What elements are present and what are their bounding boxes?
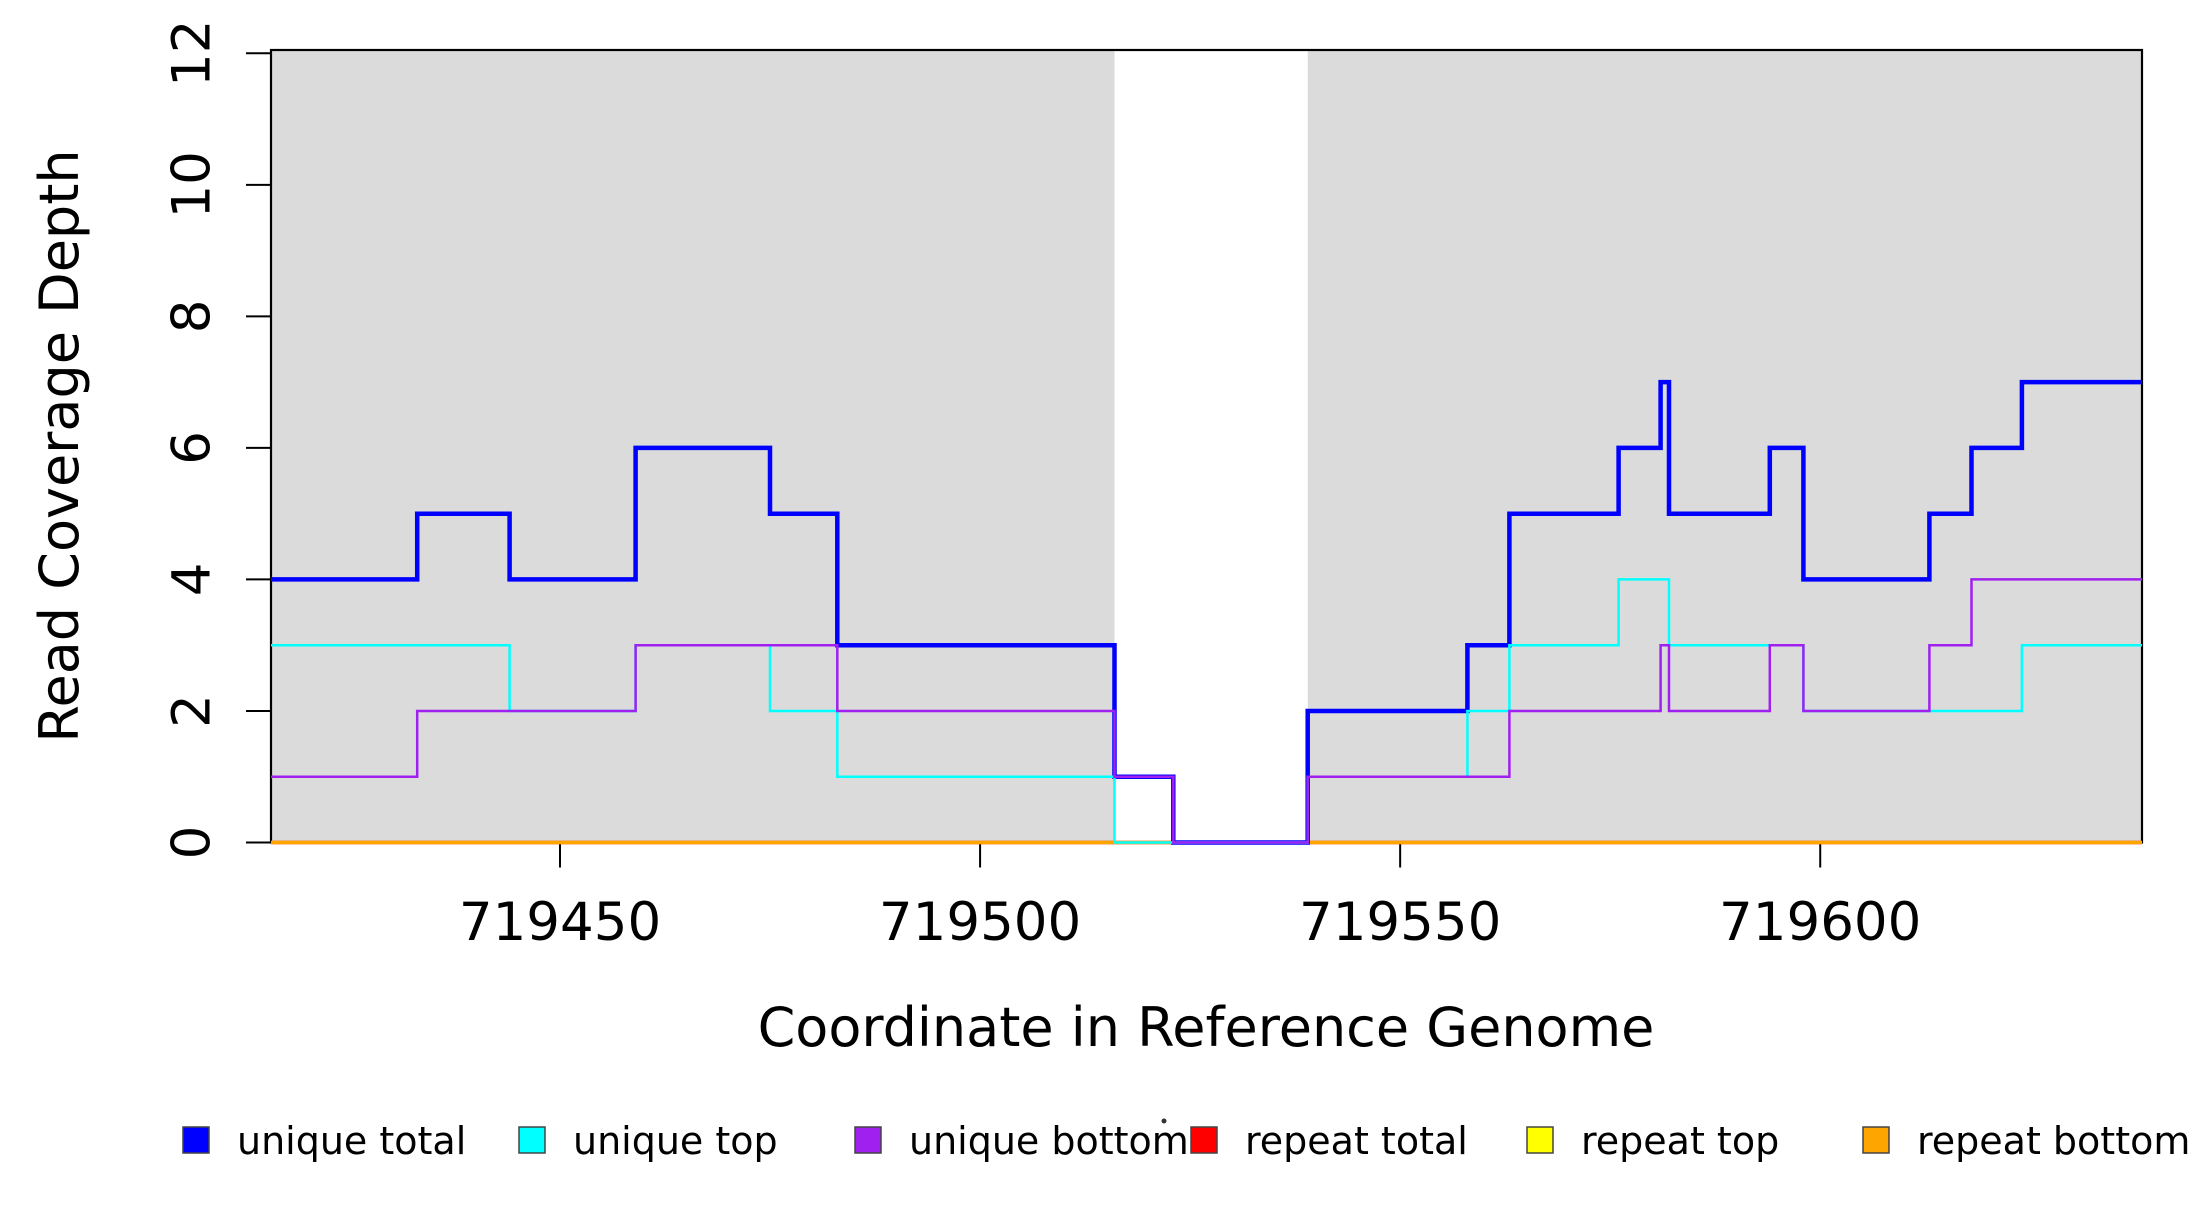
legend-item-repeat-total: repeat total (1190, 1119, 1468, 1163)
y-axis-title: Read Coverage Depth (28, 149, 91, 742)
y-tick-label: 4 (162, 563, 223, 597)
y-tick-label: 12 (162, 20, 223, 87)
legend-item-unique-total: unique total (182, 1119, 466, 1163)
y-tick-label: 0 (162, 826, 223, 860)
legend-label: unique bottom (909, 1119, 1189, 1163)
legend-swatch-icon (1526, 1126, 1554, 1154)
legend-label: unique total (237, 1119, 466, 1163)
x-tick-label: 719500 (879, 892, 1081, 953)
legend-swatch-icon (182, 1126, 210, 1154)
series-unique-bottom-line (271, 578, 2142, 844)
legend-item-repeat-top: repeat top (1526, 1119, 1779, 1163)
series-unique-total-line (271, 379, 2142, 845)
legend-label: repeat top (1581, 1119, 1779, 1163)
legend: unique total unique top unique bottom repea… (182, 1119, 2190, 1163)
y-tick-label: 8 (162, 299, 223, 333)
x-tick-label: 719600 (1719, 892, 1921, 953)
y-tick-label: 10 (162, 151, 223, 218)
y-axis: 0 2 4 6 8 10 12 (162, 20, 271, 860)
x-axis: 719450 719500 719550 719600 (459, 842, 1921, 953)
legend-label: unique top (573, 1119, 778, 1163)
legend-swatch-icon (518, 1126, 546, 1154)
legend-swatch-icon (1190, 1126, 1218, 1154)
stray-mark (1161, 1118, 1167, 1124)
legend-swatch-icon (854, 1126, 882, 1154)
legend-label: repeat total (1245, 1119, 1468, 1163)
legend-item-unique-bottom: unique bottom (854, 1119, 1189, 1163)
x-tick-label: 719550 (1299, 892, 1501, 953)
series-lines (271, 379, 2142, 845)
legend-swatch-icon (1862, 1126, 1890, 1154)
legend-label: repeat bottom (1917, 1119, 2190, 1163)
y-tick-label: 2 (162, 694, 223, 728)
legend-item-unique-top: unique top (518, 1119, 778, 1163)
legend-item-repeat-bottom: repeat bottom (1862, 1119, 2190, 1163)
x-tick-label: 719450 (459, 892, 661, 953)
y-tick-label: 6 (162, 431, 223, 465)
x-axis-title: Coordinate in Reference Genome (758, 996, 1655, 1059)
